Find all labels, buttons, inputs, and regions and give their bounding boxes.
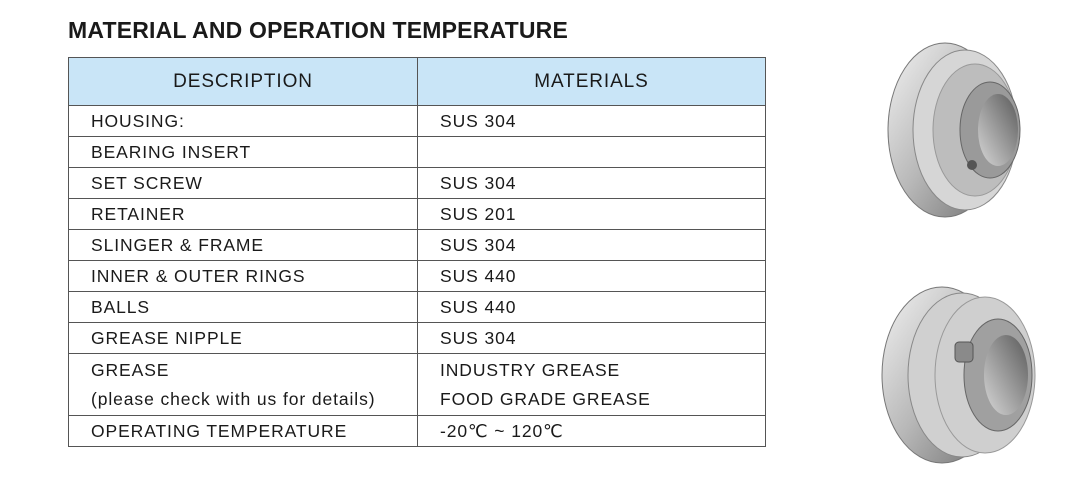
table-row: BEARING INSERT [68,136,766,168]
table-cell: GREASE (please check with us for details) [68,353,418,416]
table-cell: SUS 304 [417,322,766,354]
table-row: OPERATING TEMPERATURE -20℃ ~ 120℃ [68,415,766,447]
table-cell: SLINGER & FRAME [68,229,418,261]
table-body: HOUSING: SUS 304 BEARING INSERT SET SCREW SU… [68,105,766,447]
header-cell: DESCRIPTION [68,57,418,106]
table-row: GREASE NIPPLE SUS 304 [68,322,766,354]
table-cell: SUS 201 [417,198,766,230]
cell-line: FOOD GRADE GREASE [440,388,651,409]
table-row: HOUSING: SUS 304 [68,105,766,137]
materials-table: DESCRIPTION MATERIALS HOUSING: SUS 304 BEAR… [68,57,766,447]
table-cell: SUS 440 [417,260,766,292]
table-cell: SUS 440 [417,291,766,323]
table-row: GREASE (please check with us for details)… [68,353,766,416]
table-row: RETAINER SUS 201 [68,198,766,230]
bearing-bottom [881,286,1036,464]
table-cell: OPERATING TEMPERATURE [68,415,418,447]
cell-line: INDUSTRY GREASE [440,359,621,380]
header-cell: MATERIALS [417,57,766,106]
table-cell: HOUSING: [68,105,418,137]
table-cell: BEARING INSERT [68,136,418,168]
table-cell: INNER & OUTER RINGS [68,260,418,292]
table-cell: SET SCREW [68,167,418,199]
table-row: SET SCREW SUS 304 [68,167,766,199]
table-cell: SUS 304 [417,229,766,261]
bearing-images [881,42,1036,464]
table-row: BALLS SUS 440 [68,291,766,323]
bearing-top [887,42,1021,218]
table-cell: GREASE NIPPLE [68,322,418,354]
title: MATERIAL AND OPERATION TEMPERATURE [68,17,569,43]
table-cell: SUS 304 [417,167,766,199]
table-cell: SUS 304 [417,105,766,137]
table-row: INNER & OUTER RINGS SUS 440 [68,260,766,292]
table-cell: INDUSTRY GREASE FOOD GRADE GREASE [417,353,766,416]
cell-line: (please check with us for details) [91,388,376,409]
table-cell: RETAINER [68,198,418,230]
table-row: SLINGER & FRAME SUS 304 [68,229,766,261]
table-cell: -20℃ ~ 120℃ [417,415,766,447]
cell-line: GREASE [91,359,170,380]
empty-cell [417,136,766,168]
header-row: DESCRIPTION MATERIALS [68,57,766,106]
table-cell: BALLS [68,291,418,323]
